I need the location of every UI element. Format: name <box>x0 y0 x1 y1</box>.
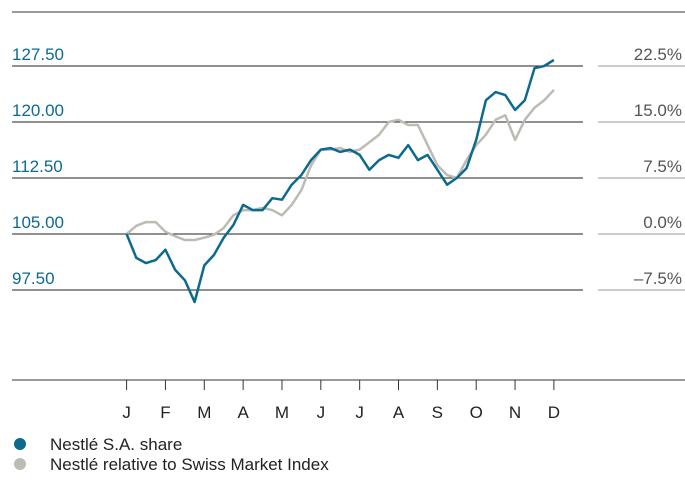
y2-tick-label: 7.5% <box>643 157 682 176</box>
x-tick-label: S <box>432 403 443 422</box>
x-tick-label: M <box>197 403 211 422</box>
y-tick-label: 120.00 <box>12 101 64 120</box>
legend-swatch <box>14 458 26 470</box>
x-tick-label: N <box>509 403 521 422</box>
y2-tick-label: 15.0% <box>634 101 682 120</box>
y2-tick-label: 22.5% <box>634 45 682 64</box>
y-tick-label: 97.50 <box>12 269 55 288</box>
x-tick-label: J <box>317 403 326 422</box>
legend-label: Nestlé S.A. share <box>50 435 182 454</box>
y-tick-label: 112.50 <box>12 157 63 176</box>
x-tick-label: J <box>355 403 364 422</box>
x-tick-label: M <box>275 403 289 422</box>
x-tick-label: O <box>470 403 483 422</box>
x-tick-label: D <box>548 403 560 422</box>
series-line <box>125 58 555 304</box>
legend-label: Nestlé relative to Swiss Market Index <box>50 455 329 474</box>
y2-tick-label: 0.0% <box>643 213 682 232</box>
series-line <box>125 89 555 242</box>
y2-tick-label: –7.5% <box>634 269 682 288</box>
legend-swatch <box>14 438 26 450</box>
x-tick-label: A <box>237 403 249 422</box>
x-tick-label: J <box>122 403 131 422</box>
x-tick-label: F <box>160 403 170 422</box>
y-tick-label: 127.50 <box>12 45 64 64</box>
x-tick-label: A <box>393 403 405 422</box>
y-tick-label: 105.00 <box>12 213 64 232</box>
